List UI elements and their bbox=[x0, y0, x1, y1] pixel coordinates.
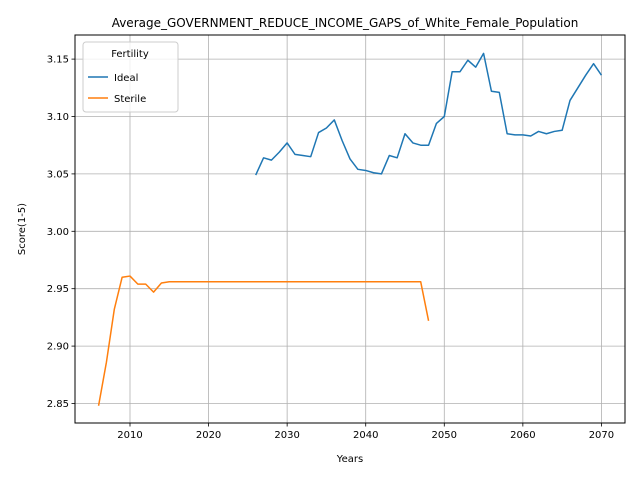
legend-title: Fertility bbox=[111, 49, 149, 60]
series-layer bbox=[97, 52, 603, 406]
x-tick-label: 2030 bbox=[274, 430, 299, 441]
y-axis-label: Score(1-5) bbox=[17, 203, 28, 255]
plot-frame bbox=[74, 34, 626, 424]
chart-title: Average_GOVERNMENT_REDUCE_INCOME_GAPS_of… bbox=[112, 16, 579, 30]
y-tick-label: 3.10 bbox=[47, 112, 69, 123]
series-sterile bbox=[97, 275, 430, 406]
x-tick-label: 2010 bbox=[117, 430, 142, 441]
series-ideal bbox=[255, 52, 603, 176]
legend-label-sterile: Sterile bbox=[114, 94, 146, 105]
x-tick-label: 2040 bbox=[353, 430, 378, 441]
x-axis-label: Years bbox=[336, 454, 363, 465]
x-tick-label: 2050 bbox=[432, 430, 457, 441]
x-tick-label: 2070 bbox=[589, 430, 614, 441]
series-line-ideal bbox=[255, 52, 603, 176]
y-tick-label: 2.85 bbox=[47, 399, 69, 410]
series-line-sterile bbox=[97, 275, 430, 406]
legend-label-ideal: Ideal bbox=[114, 73, 138, 84]
x-tick-label: 2020 bbox=[196, 430, 221, 441]
y-tick-label: 2.95 bbox=[47, 284, 69, 295]
y-tick-label: 2.90 bbox=[47, 342, 69, 353]
x-axis: 2010 2020 2030 2040 2050 2060 2070 bbox=[117, 423, 614, 441]
y-tick-label: 3.05 bbox=[47, 169, 69, 180]
y-axis: 2.85 2.90 2.95 3.00 3.05 3.10 3.15 bbox=[47, 55, 75, 410]
legend-box bbox=[82, 41, 179, 113]
y-tick-label: 3.15 bbox=[47, 55, 69, 66]
y-tick-label: 3.00 bbox=[47, 227, 69, 238]
x-tick-label: 2060 bbox=[510, 430, 535, 441]
legend: Fertility Ideal Sterile bbox=[82, 41, 179, 113]
grid-lines bbox=[75, 35, 625, 423]
